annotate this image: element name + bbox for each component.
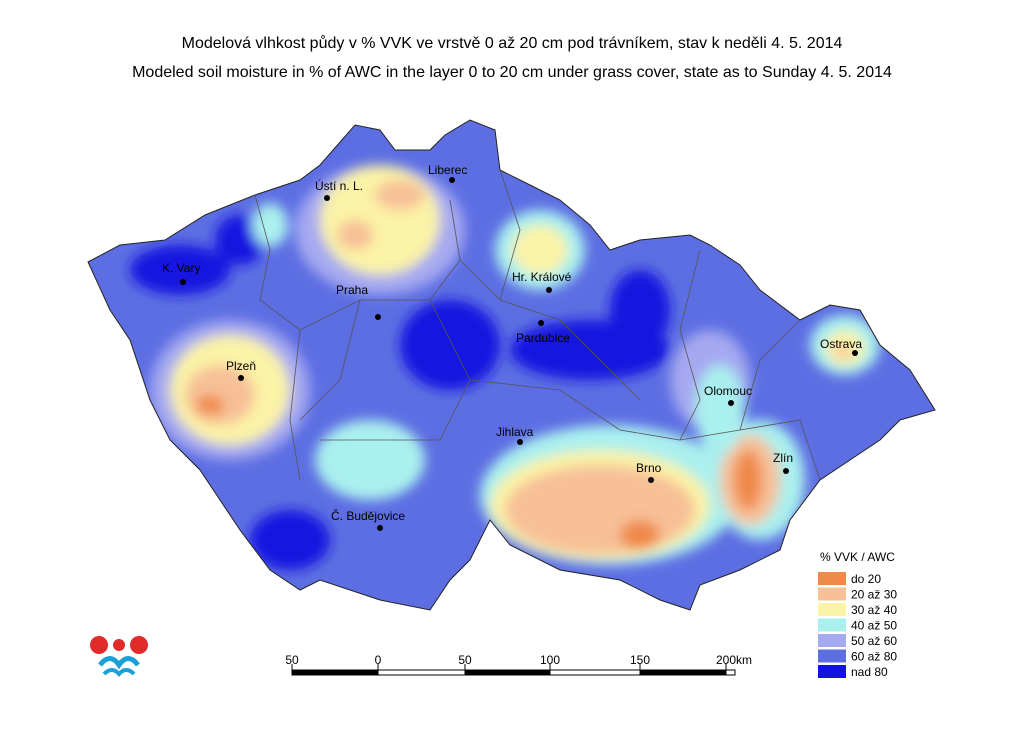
- city-dot: [324, 195, 330, 201]
- title-en: Modeled soil moisture in % of AWC in the…: [132, 64, 892, 81]
- city-label: Ústí n. L.: [315, 178, 363, 193]
- scale-segment: [292, 670, 378, 675]
- city-label: Č. Budějovice: [331, 508, 405, 523]
- legend-swatch: [818, 603, 846, 616]
- scale-label: 150: [630, 653, 650, 667]
- legend-title: % VVK / AWC: [820, 550, 895, 564]
- city-dot: [238, 375, 244, 381]
- scale-unit: km: [736, 653, 752, 667]
- logo: [90, 636, 148, 678]
- city-label: Zlín: [773, 451, 793, 465]
- city-dot: [517, 439, 523, 445]
- city-dot: [538, 320, 544, 326]
- city-dot: [728, 400, 734, 406]
- region-borders: [254, 169, 821, 481]
- city-label: Hr. Králové: [512, 270, 572, 284]
- legend-label: nad 80: [851, 665, 888, 679]
- legend-swatch: [818, 665, 846, 678]
- scale-label: 100: [540, 653, 560, 667]
- city-dot: [852, 350, 858, 356]
- scale-label: 50: [458, 653, 472, 667]
- legend-label: 20 až 30: [851, 588, 897, 602]
- city-dot: [377, 525, 383, 531]
- legend-swatch: [818, 587, 846, 601]
- legend-label: 60 až 80: [851, 650, 897, 664]
- city-layer: Liberec Ústí n. L. K. Vary Praha Hr. Králové…: [162, 163, 862, 531]
- scale-label: 50: [285, 653, 299, 667]
- city-dot: [449, 177, 455, 183]
- scale-label: 200: [716, 653, 736, 667]
- legend-label: 40 až 50: [851, 619, 897, 633]
- legend-label: 50 až 60: [851, 634, 897, 648]
- legend-swatch: [818, 649, 846, 663]
- legend-swatch: [818, 572, 846, 585]
- scale-label: 0: [375, 653, 382, 667]
- city-label: K. Vary: [162, 261, 200, 275]
- city-dot: [648, 477, 654, 483]
- city-dot: [375, 314, 381, 320]
- city-label: Jihlava: [496, 425, 534, 439]
- legend-label: do 20: [851, 572, 881, 586]
- city-label: Liberec: [428, 163, 467, 177]
- scale-bar: 50 0 50 100 150 200 km: [285, 653, 752, 676]
- legend-swatch: [818, 634, 846, 647]
- city-label: Olomouc: [704, 384, 752, 398]
- title-cz: Modelová vlhkost půdy v % VVK ve vrstvě …: [182, 34, 843, 52]
- city-label: Ostrava: [820, 337, 862, 351]
- city-label: Pardubice: [516, 331, 570, 345]
- legend-swatch: [818, 618, 846, 632]
- city-dot: [180, 279, 186, 285]
- city-label: Praha: [336, 283, 368, 297]
- legend-label: 30 až 40: [851, 603, 897, 617]
- city-label: Plzeň: [226, 359, 256, 373]
- city-dot: [783, 468, 789, 474]
- city-dot: [546, 287, 552, 293]
- scale-segment: [640, 670, 726, 675]
- scale-segment: [465, 670, 550, 675]
- city-label: Brno: [636, 461, 662, 475]
- moisture-field: [88, 120, 935, 610]
